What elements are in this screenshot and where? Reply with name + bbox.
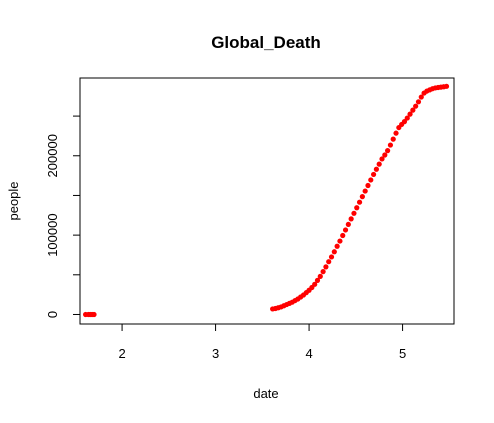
data-point: [326, 259, 332, 265]
data-point: [317, 273, 323, 279]
data-point: [351, 210, 357, 216]
data-points: [83, 83, 450, 318]
data-point: [410, 107, 416, 113]
data-point: [401, 119, 408, 125]
data-point: [331, 249, 337, 255]
x-tick-label: 2: [118, 346, 125, 361]
data-point: [334, 243, 340, 249]
data-point: [379, 156, 385, 162]
plot-frame: [79, 77, 455, 325]
y-tick-label: 0: [45, 311, 60, 318]
data-point: [413, 103, 419, 109]
data-point: [314, 277, 321, 283]
y-tick-label: 200000: [45, 134, 60, 177]
data-point: [418, 94, 424, 100]
y-axis-label: people: [6, 181, 21, 220]
data-point: [323, 264, 329, 270]
data-point: [348, 216, 354, 222]
data-point: [359, 194, 365, 200]
data-point: [354, 205, 360, 211]
x-tick-label: 3: [212, 346, 219, 361]
data-point: [312, 281, 318, 287]
x-axis: 2 3 4 5: [118, 324, 406, 361]
data-point: [91, 311, 97, 318]
data-point: [373, 166, 379, 172]
data-point: [368, 177, 374, 183]
y-tick-label: 100000: [45, 213, 60, 256]
y-axis: 0 100000 200000: [45, 115, 80, 318]
data-point: [415, 99, 422, 105]
x-axis-label: date: [253, 386, 278, 401]
data-point: [337, 238, 343, 244]
data-point: [387, 142, 394, 148]
data-point: [345, 221, 351, 228]
data-point: [404, 115, 410, 121]
data-point: [385, 148, 391, 154]
data-point: [407, 111, 413, 117]
x-tick-label: 5: [399, 346, 406, 361]
data-point: [370, 171, 377, 178]
data-point: [356, 199, 363, 205]
data-point: [320, 269, 326, 275]
data-point: [443, 83, 450, 89]
data-point: [393, 130, 399, 136]
chart-title: Global_Death: [211, 33, 321, 52]
x-tick-label: 4: [305, 346, 312, 361]
data-point: [362, 188, 368, 194]
data-point: [340, 232, 346, 239]
data-point: [376, 161, 382, 167]
data-point: [342, 227, 349, 233]
data-point: [390, 136, 396, 142]
data-point: [328, 254, 335, 260]
data-point: [365, 182, 371, 189]
data-point: [382, 152, 388, 158]
